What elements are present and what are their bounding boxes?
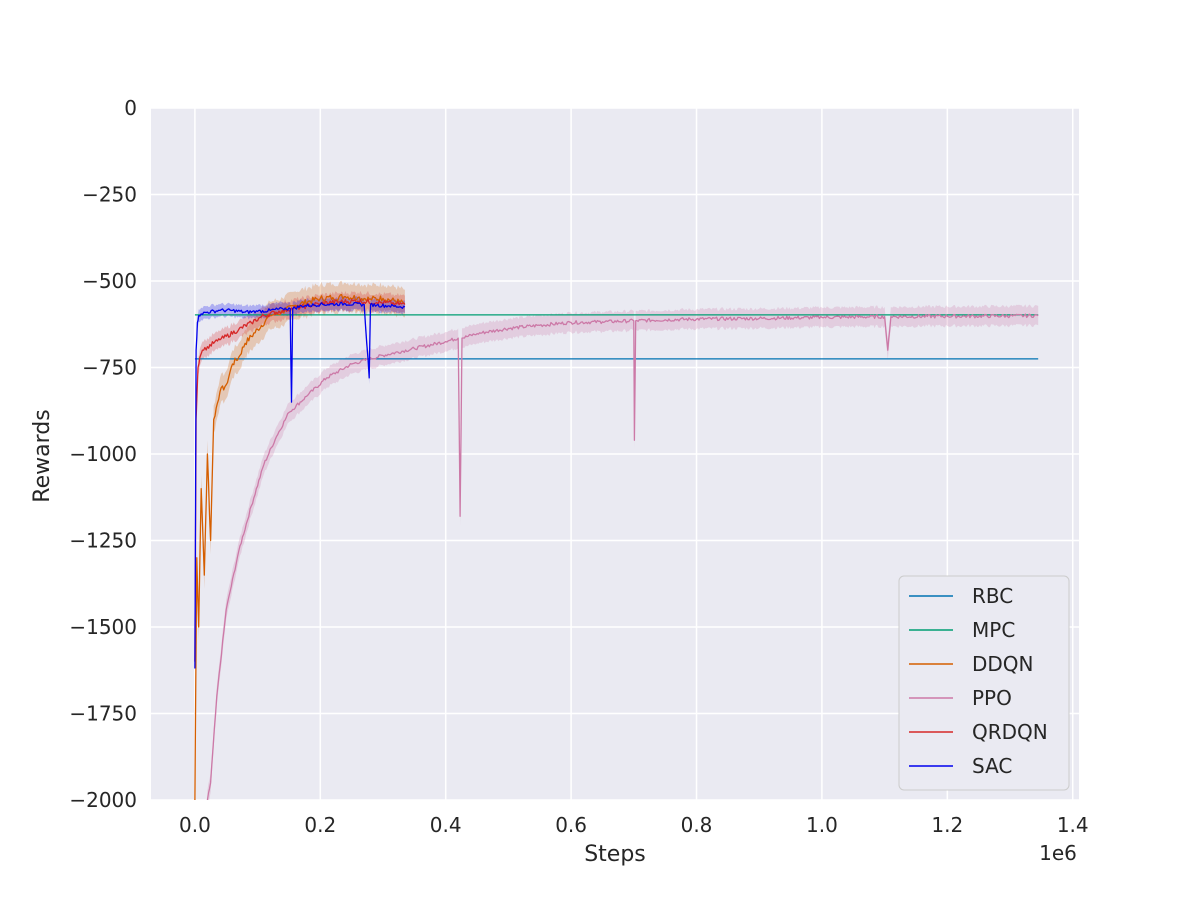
legend: RBC MPC DDQN PPO QRDQN SAC [898,575,1070,791]
legend-label-mpc: MPC [972,618,1015,642]
legend-label-ddqn: DDQN [972,652,1034,676]
y-tick-label: −1500 [69,615,137,639]
x-tick-label: 1.4 [1057,813,1089,837]
y-tick-label: −2000 [69,788,137,812]
legend-label-qrdqn: QRDQN [972,720,1048,744]
y-tick-label: −1250 [69,529,137,553]
y-tick-label: −500 [82,269,137,293]
x-tick-label: 0.2 [304,813,336,837]
y-axis-label: Rewards [30,409,55,502]
x-tick-label: 1.0 [806,813,838,837]
legend-label-sac: SAC [972,754,1012,778]
x-tick-label: 0.6 [555,813,587,837]
y-tick-label: −1750 [69,702,137,726]
line-sac [194,301,406,669]
x-tick-label: 1.2 [931,813,963,837]
legend-label-ppo: PPO [972,686,1012,710]
x-axis-label: Steps [584,842,646,867]
y-tick-labels: 0 −250 −500 −750 −1000 −1250 −1500 −1750 −2000 [69,96,137,812]
line-qrdqn [194,298,406,662]
series-lines [194,294,1039,800]
y-tick-label: −1000 [69,442,137,466]
legend-label-rbc: RBC [972,584,1013,608]
grid [151,107,1079,801]
y-tick-label: −250 [82,183,137,207]
x-tick-labels: 0.0 0.2 0.4 0.6 0.8 1.0 1.2 1.4 [179,813,1089,837]
x-tick-label: 0.4 [430,813,462,837]
line-ppo [206,313,1039,800]
x-tick-label: 0.0 [179,813,211,837]
x-tick-label: 0.8 [681,813,713,837]
x-offset-label: 1e6 [1039,841,1077,865]
y-tick-label: 0 [124,96,137,120]
y-tick-label: −750 [82,356,137,380]
